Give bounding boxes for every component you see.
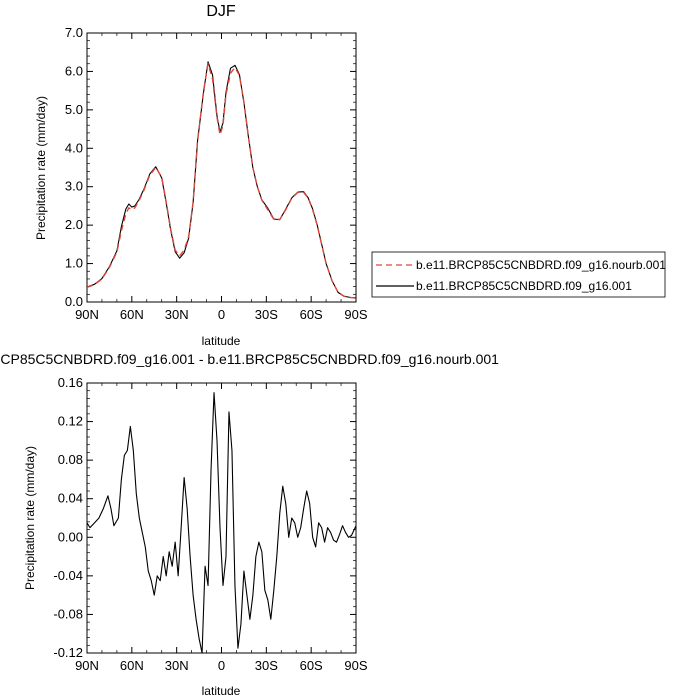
legend: b.e11.BRCP85C5CNBDRD.f09_g16.nourb.001 b…	[371, 251, 666, 298]
bottom-xlabel: latitude	[202, 684, 241, 698]
top-series-line-nourb	[86, 63, 357, 299]
top-plot-frame	[86, 32, 357, 303]
bottom-ytick-label: 0.16	[58, 375, 83, 390]
legend-label-control: b.e11.BRCP85C5CNBDRD.f09_g16.001	[416, 279, 632, 293]
bottom-xtick-label: 60S	[300, 658, 323, 673]
top-panel: DJF Precipitation rate (mm/day) latitude…	[34, 3, 368, 348]
top-plot-area: 0.0 1.0 2.0 3.0 4.0 5.0 6.0 7.0 90N 60N 30N 0 30S 60S…	[65, 25, 368, 322]
bottom-ytick-label: 0.04	[58, 491, 83, 506]
top-xtick-label: 60S	[300, 307, 323, 322]
bottom-ytick-label: -0.08	[53, 606, 83, 621]
bottom-xtick-label: 30N	[165, 658, 189, 673]
top-xtick-label: 30S	[255, 307, 278, 322]
top-ytick-label: 4.0	[65, 140, 83, 155]
top-ylabel: Precipitation rate (mm/day)	[34, 96, 48, 240]
bottom-ytick-label: 0.08	[58, 452, 83, 467]
bottom-ytick-label: 0.12	[58, 414, 83, 429]
bottom-xtick-label: 30S	[255, 658, 278, 673]
top-ytick-label: 5.0	[65, 102, 83, 117]
bottom-ytick-label: 0.00	[58, 529, 83, 544]
bottom-xtick-label: 90S	[344, 658, 367, 673]
top-xtick-label: 90S	[344, 307, 367, 322]
top-ytick-label: 2.0	[65, 217, 83, 232]
bottom-xtick-label: 90N	[75, 658, 99, 673]
bottom-plot-area: -0.12 -0.08 -0.04 0.00 0.04 0.08 0.12 0.16 90N 60…	[53, 375, 368, 673]
legend-box	[371, 251, 666, 298]
top-xtick-label: 30N	[165, 307, 189, 322]
top-ytick-label: 0.0	[65, 294, 83, 309]
top-xtick-label: 0	[218, 307, 225, 322]
bottom-plot-frame	[86, 382, 357, 654]
top-series-line-control	[86, 61, 357, 299]
bottom-panel: b.e11.BRCP85C5CNBDRD.f09_g16.001 - b.e11…	[0, 351, 499, 698]
top-ytick-label: 7.0	[65, 25, 83, 40]
top-xtick-label: 90N	[75, 307, 99, 322]
bottom-ylabel: Precipitation rate (mm/day)	[23, 446, 37, 590]
top-title: DJF	[206, 3, 236, 20]
legend-label-nourb: b.e11.BRCP85C5CNBDRD.f09_g16.nourb.001	[416, 258, 666, 272]
bottom-series-line-difference	[86, 392, 357, 654]
top-ytick-label: 1.0	[65, 256, 83, 271]
top-ytick-label: 6.0	[65, 63, 83, 78]
bottom-ytick-label: -0.04	[53, 568, 83, 583]
top-xlabel: latitude	[202, 334, 241, 348]
bottom-xtick-label: 60N	[120, 658, 144, 673]
top-xtick-label: 60N	[120, 307, 144, 322]
bottom-xtick-label: 0	[218, 658, 225, 673]
bottom-ytick-label: -0.12	[53, 645, 83, 660]
bottom-title: b.e11.BRCP85C5CNBDRD.f09_g16.001 - b.e11…	[0, 351, 499, 367]
top-ytick-label: 3.0	[65, 179, 83, 194]
